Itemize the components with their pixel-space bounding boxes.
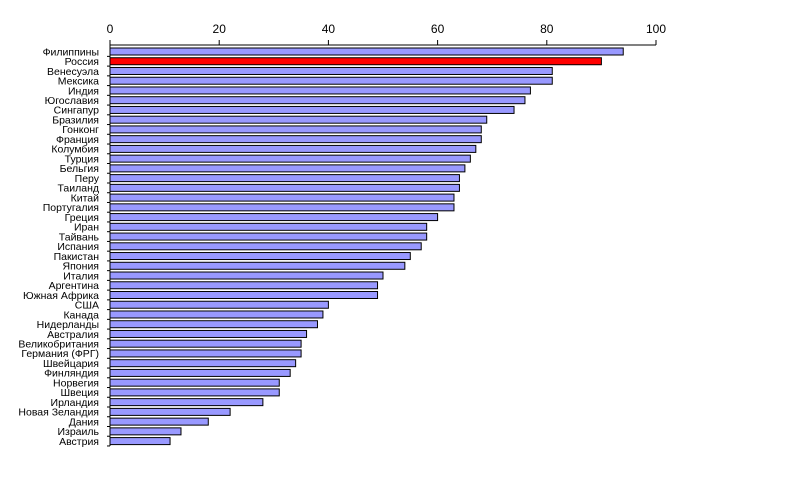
category-label: Бельгия [60, 163, 99, 175]
category-label: Колумбия [51, 144, 99, 156]
bar [109, 252, 411, 261]
category-label: Германия (ФРГ) [21, 348, 99, 360]
category-label: Канада [63, 309, 99, 321]
bar [109, 437, 171, 446]
x-tick-label: 0 [107, 22, 114, 36]
bar [109, 213, 439, 222]
category-label: США [75, 300, 99, 312]
bars [109, 47, 624, 446]
bar [109, 66, 553, 75]
category-label: Швейцария [43, 358, 99, 370]
x-tick-label: 40 [322, 22, 336, 36]
bar [109, 359, 297, 368]
category-label: Израиль [57, 426, 99, 438]
bar [109, 164, 466, 173]
bar [109, 144, 477, 153]
category-label: Ирландия [51, 397, 99, 409]
bar [109, 125, 482, 134]
bar [109, 329, 308, 338]
bar [109, 281, 379, 290]
bar [109, 115, 488, 124]
category-label: Великобритания [18, 339, 99, 351]
x-tick-label: 80 [540, 22, 554, 36]
bar [109, 261, 406, 270]
bar [109, 232, 428, 241]
category-label: Сингапур [54, 105, 100, 117]
category-label: Индия [68, 85, 99, 97]
category-label: Гонконг [62, 124, 99, 136]
category-label: Нидерланды [37, 319, 99, 331]
category-label: Швеция [61, 387, 100, 399]
bar [109, 47, 624, 56]
category-label: Иран [74, 222, 99, 234]
bar [109, 398, 264, 407]
bar [109, 105, 515, 114]
x-tick-label: 60 [431, 22, 445, 36]
bar [109, 76, 553, 85]
category-label: Пакистан [54, 251, 100, 263]
category-label: Тайвань [59, 231, 100, 243]
bar [109, 368, 291, 377]
category-label: Бразилия [52, 114, 99, 126]
bar [109, 154, 471, 163]
category-labels: ФилиппиныРоссияВенесуэлаМексикаИндияЮгос… [18, 46, 99, 448]
bar [109, 86, 531, 95]
category-label: Италия [63, 270, 99, 282]
category-label: Норвегия [53, 377, 99, 389]
bar [109, 242, 422, 251]
category-label: Россия [65, 56, 99, 68]
bar [109, 349, 302, 358]
bar [109, 427, 182, 436]
category-label: Филиппины [43, 46, 99, 58]
category-label: Португалия [43, 202, 99, 214]
category-label: Аргентина [49, 280, 100, 292]
category-label: Таиланд [57, 183, 99, 195]
bar [109, 193, 455, 202]
category-label: Австралия [47, 329, 99, 341]
category-label: Мексика [58, 76, 99, 88]
bar [109, 135, 482, 144]
bar [109, 271, 384, 280]
bar [109, 96, 526, 105]
bar [109, 378, 280, 387]
bar-highlight [109, 57, 602, 66]
category-label: Перу [75, 173, 100, 185]
bar [109, 203, 455, 212]
bar [109, 310, 324, 319]
bar [109, 407, 231, 416]
bar [109, 417, 209, 426]
bar [109, 222, 428, 231]
category-label: Япония [63, 261, 99, 273]
category-label: Южная Африка [23, 290, 99, 302]
category-label: Китай [71, 192, 100, 204]
bar [109, 320, 318, 329]
category-label: Испания [57, 241, 99, 253]
bar [109, 339, 302, 348]
category-label: Финляндия [44, 368, 99, 380]
category-label: Греция [65, 212, 99, 224]
category-label: Австрия [59, 436, 99, 448]
x-tick-label: 100 [646, 22, 666, 36]
category-label: Венесуэла [47, 66, 99, 78]
bar [109, 388, 280, 397]
bar [109, 291, 379, 299]
category-label: Турция [65, 153, 99, 165]
category-label: Новая Зеландия [18, 407, 99, 419]
bar [109, 300, 329, 309]
category-label: Дания [69, 416, 99, 428]
category-label: Франция [56, 134, 99, 146]
category-label: Югославия [45, 95, 99, 107]
bar [109, 183, 460, 192]
bar [109, 174, 460, 183]
x-tick-label: 20 [213, 22, 227, 36]
